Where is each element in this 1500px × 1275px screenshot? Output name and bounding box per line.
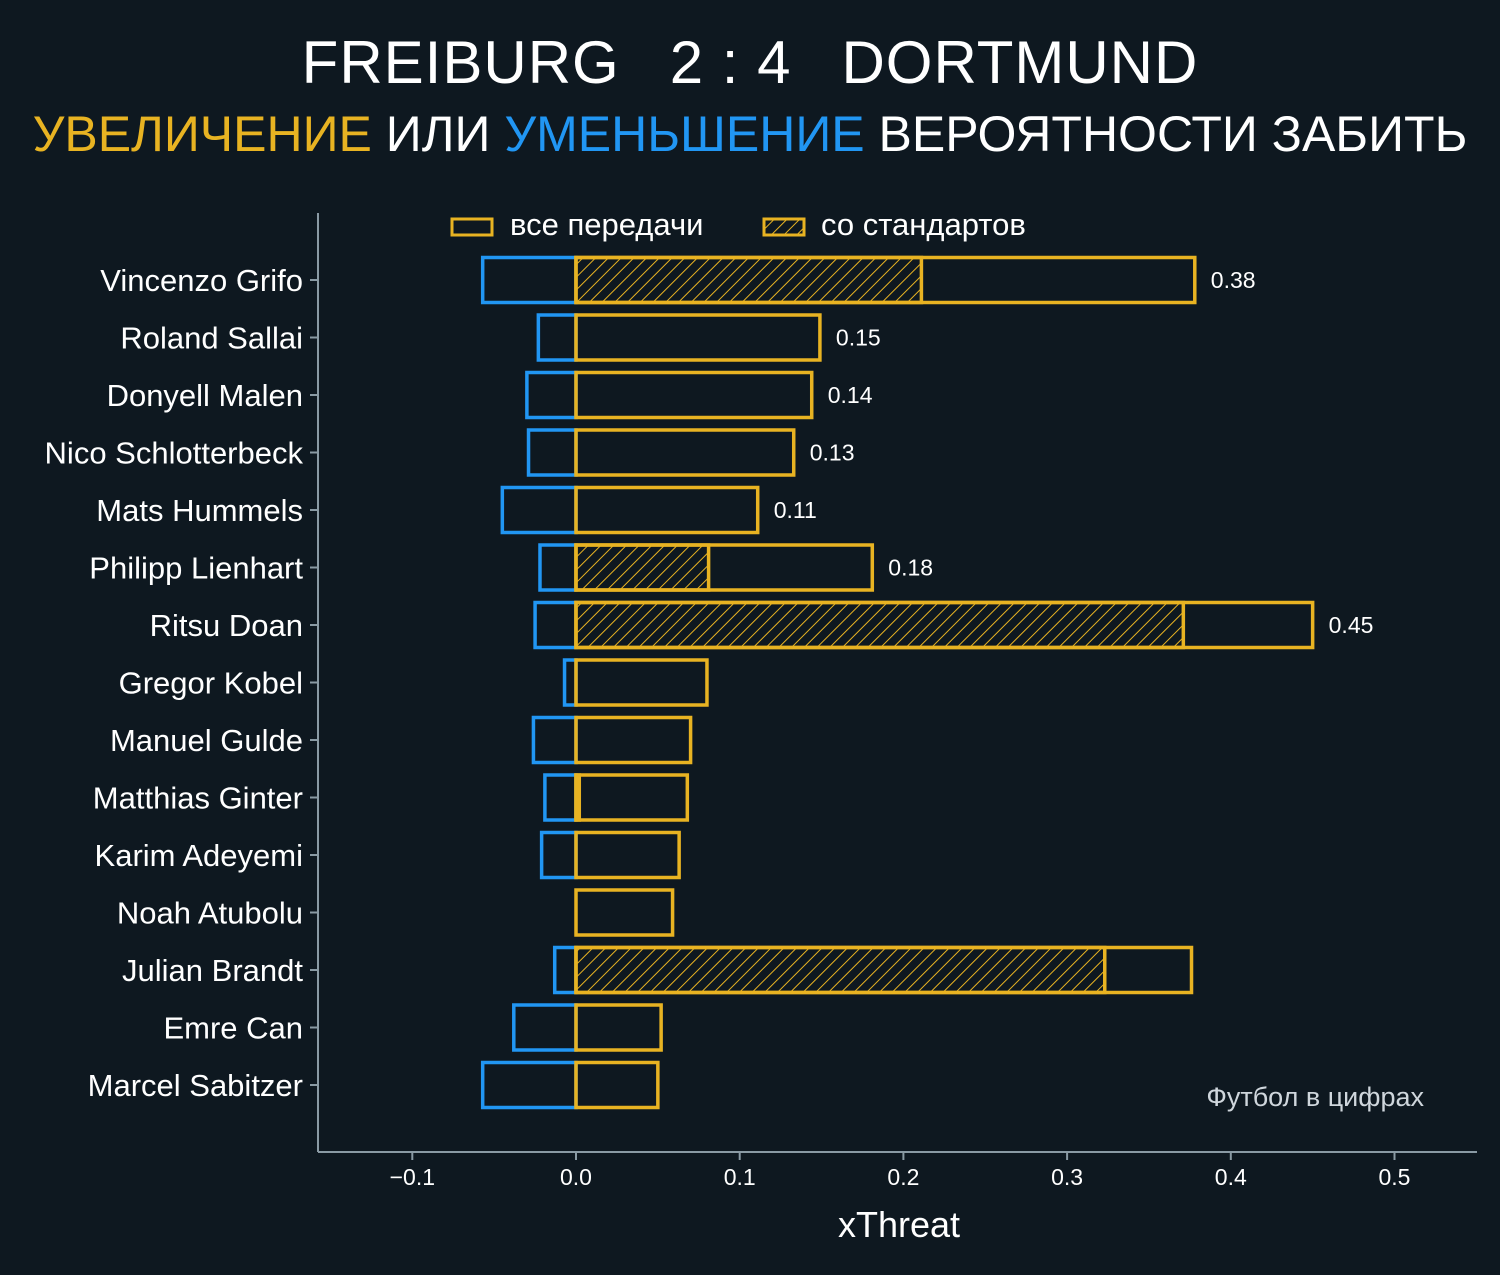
set-piece-bar	[574, 945, 1107, 995]
decrease-bar	[526, 428, 578, 477]
all-passes-bar	[574, 1060, 660, 1110]
player-label: Mats Hummels	[96, 493, 303, 528]
value-label: 0.14	[828, 382, 873, 408]
player-label: Vincenzo Grifo	[100, 263, 303, 298]
all-passes-bar	[574, 715, 693, 765]
player-label: Karim Adeyemi	[95, 838, 303, 873]
value-label: 0.15	[836, 325, 881, 351]
legend: все передачи со стандартов	[450, 207, 1026, 242]
subtitle-decrease: УМЕНЬШЕНИЕ	[504, 106, 865, 162]
player-label: Matthias Ginter	[93, 781, 303, 816]
all-passes-bar	[574, 428, 796, 477]
decrease-bar	[512, 1003, 578, 1052]
set-piece-bar	[574, 255, 924, 305]
all-passes-bar	[574, 945, 1194, 995]
player-label: Roland Sallai	[120, 321, 303, 356]
decrease-bar	[531, 715, 578, 765]
player-label: Gregor Kobel	[119, 666, 303, 701]
all-passes-bar	[574, 888, 675, 937]
decrease-bar	[543, 773, 578, 822]
legend-all-passes-swatch	[450, 217, 494, 237]
credit-text: Футбол в цифрах	[1206, 1082, 1424, 1112]
value-label: 0.13	[810, 440, 855, 466]
legend-set-pieces-swatch	[762, 217, 806, 237]
all-passes-bar	[574, 543, 875, 592]
decrease-bar	[480, 255, 578, 305]
value-label: 0.45	[1329, 612, 1374, 638]
decrease-bar	[539, 830, 578, 880]
player-label: Ritsu Doan	[150, 608, 303, 643]
all-passes-bar	[574, 313, 822, 362]
all-passes-bar	[574, 485, 760, 535]
subtitle-rest: ВЕРОЯТНОСТИ ЗАБИТЬ	[878, 106, 1468, 162]
decrease-bar	[525, 370, 578, 420]
match-score: 2 : 4	[669, 29, 792, 96]
x-tick-label: 0.3	[1051, 1164, 1083, 1190]
all-passes-bar	[574, 658, 709, 707]
bars-group: 0.38 0.15 0.14 0.13 0.11 0.18 0.45	[480, 255, 1374, 1110]
set-piece-bar	[574, 543, 711, 592]
x-axis-label: xThreat	[838, 1204, 960, 1245]
x-tick-label: 0.2	[887, 1164, 919, 1190]
all-passes-bar	[574, 255, 1197, 305]
subtitle-increase: УВЕЛИЧЕНИЕ	[32, 106, 372, 162]
all-passes-bar	[574, 370, 814, 420]
match-title: FREIBURG 2 : 4 DORTMUND	[0, 28, 1500, 97]
chart-subtitle: УВЕЛИЧЕНИЕ ИЛИ УМЕНЬШЕНИЕ ВЕРОЯТНОСТИ ЗА…	[0, 105, 1500, 163]
all-passes-bar	[574, 773, 690, 822]
legend-all-passes-label: все передачи	[510, 207, 703, 242]
decrease-bar	[500, 485, 578, 535]
all-passes-bar	[574, 600, 1315, 650]
away-team: DORTMUND	[841, 29, 1199, 96]
decrease-bar	[552, 945, 578, 995]
x-tick-label: −0.1	[390, 1164, 435, 1190]
legend-set-pieces-label: со стандартов	[821, 207, 1026, 242]
all-passes-bar	[574, 1003, 663, 1052]
player-label: Manuel Gulde	[110, 723, 303, 758]
player-label: Emre Can	[163, 1011, 303, 1046]
x-tick-label: 0.4	[1215, 1164, 1247, 1190]
x-tick-label: 0.1	[724, 1164, 756, 1190]
decrease-bar	[536, 313, 578, 362]
value-label: 0.11	[774, 497, 817, 523]
home-team: FREIBURG	[301, 29, 620, 96]
value-label: 0.38	[1211, 267, 1256, 293]
set-piece-bar	[574, 600, 1186, 650]
player-label: Nico Schlotterbeck	[45, 436, 304, 471]
x-tick-label: 0.5	[1379, 1164, 1411, 1190]
x-axis: −0.1 0.0 0.1 0.2 0.3 0.4 0.5	[318, 1151, 1477, 1190]
decrease-bar	[480, 1060, 578, 1110]
decrease-bar	[538, 543, 578, 592]
player-label: Donyell Malen	[107, 378, 303, 413]
player-label: Noah Atubolu	[117, 896, 303, 931]
all-passes-bar	[574, 830, 681, 880]
player-label: Marcel Sabitzer	[88, 1068, 303, 1103]
y-axis: Vincenzo Grifo Roland Sallai Donyell Malen…	[45, 213, 319, 1152]
player-label: Philipp Lienhart	[89, 551, 303, 586]
player-label: Julian Brandt	[122, 953, 303, 988]
subtitle-or: ИЛИ	[385, 106, 491, 162]
decrease-bar	[533, 600, 578, 650]
x-tick-label: 0.0	[560, 1164, 592, 1190]
value-label: 0.18	[888, 555, 933, 581]
